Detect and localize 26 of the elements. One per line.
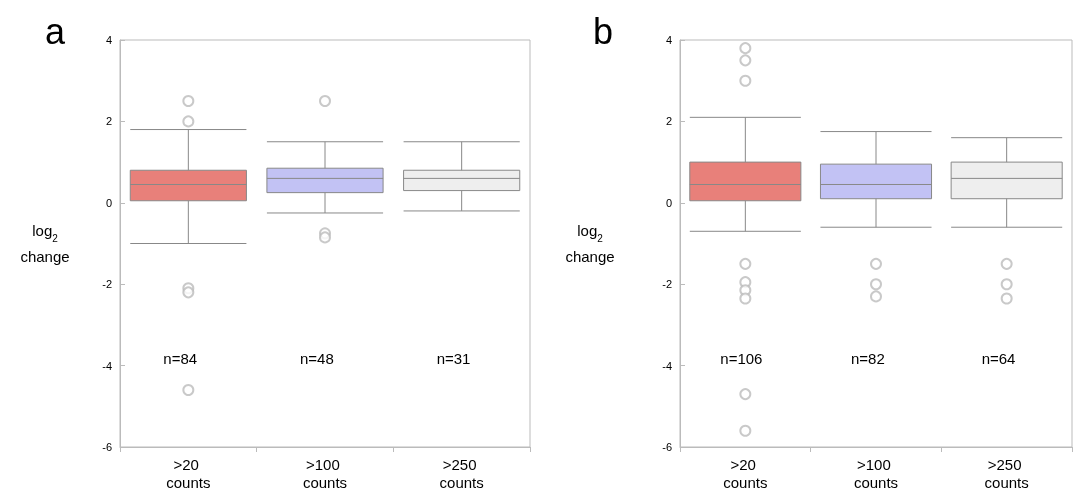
y-tick-label: -6 xyxy=(662,441,672,453)
y-tick-label: -4 xyxy=(102,359,112,372)
y-tick-label: -2 xyxy=(662,278,672,291)
annotation: n=84 xyxy=(163,350,198,368)
annotation: n=64 xyxy=(981,350,1016,368)
x-tick-label: >20 counts xyxy=(723,455,768,491)
y-tick-label: 2 xyxy=(105,115,112,128)
chart-title: a xyxy=(45,10,66,52)
y-tick-label: -2 xyxy=(102,278,112,291)
annotation: n=48 xyxy=(300,350,334,368)
x-tick-label: >250 counts xyxy=(984,455,1029,491)
y-tick-label: 0 xyxy=(105,196,112,209)
annotation: n=106 xyxy=(720,350,763,368)
x-tick-label: >100 counts xyxy=(853,455,899,491)
x-tick-label: >250 counts xyxy=(439,455,484,491)
y-tick-label: 4 xyxy=(105,34,112,46)
annotation: n=82 xyxy=(851,350,885,368)
x-tick-label: >100 counts xyxy=(302,455,348,491)
y-tick-label: 4 xyxy=(665,34,672,46)
annotation: n=31 xyxy=(436,350,471,368)
y-tick-label: -6 xyxy=(102,441,112,453)
y-tick-label: 2 xyxy=(665,115,672,128)
chart-title: b xyxy=(593,10,614,52)
x-tick-label: >20 counts xyxy=(166,455,211,491)
y-tick-label: -4 xyxy=(662,359,672,372)
y-tick-label: 0 xyxy=(665,196,672,209)
